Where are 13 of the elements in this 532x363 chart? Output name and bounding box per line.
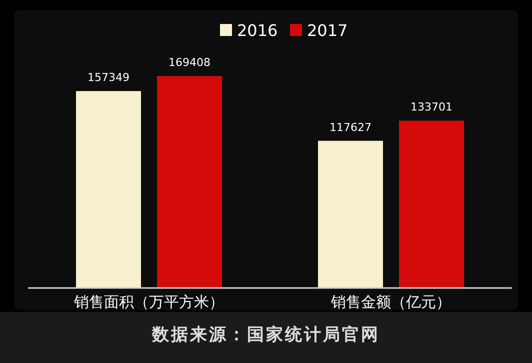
data-label: 133701 xyxy=(410,100,452,114)
source-note: 数据来源：国家统计局官网 xyxy=(151,325,380,345)
data-label: 169408 xyxy=(168,56,210,69)
data-label: 157349 xyxy=(88,71,130,84)
x-tick-label: 销售金额（亿元） xyxy=(330,293,451,311)
bar xyxy=(399,120,464,288)
data-label: 117627 xyxy=(330,120,372,134)
legend-label: 2016 xyxy=(237,21,278,40)
bar xyxy=(157,76,222,288)
bar xyxy=(318,140,383,288)
x-tick-label: 销售面积（万平方米） xyxy=(73,293,224,311)
legend-label: 2017 xyxy=(307,21,348,40)
bar xyxy=(76,91,141,288)
